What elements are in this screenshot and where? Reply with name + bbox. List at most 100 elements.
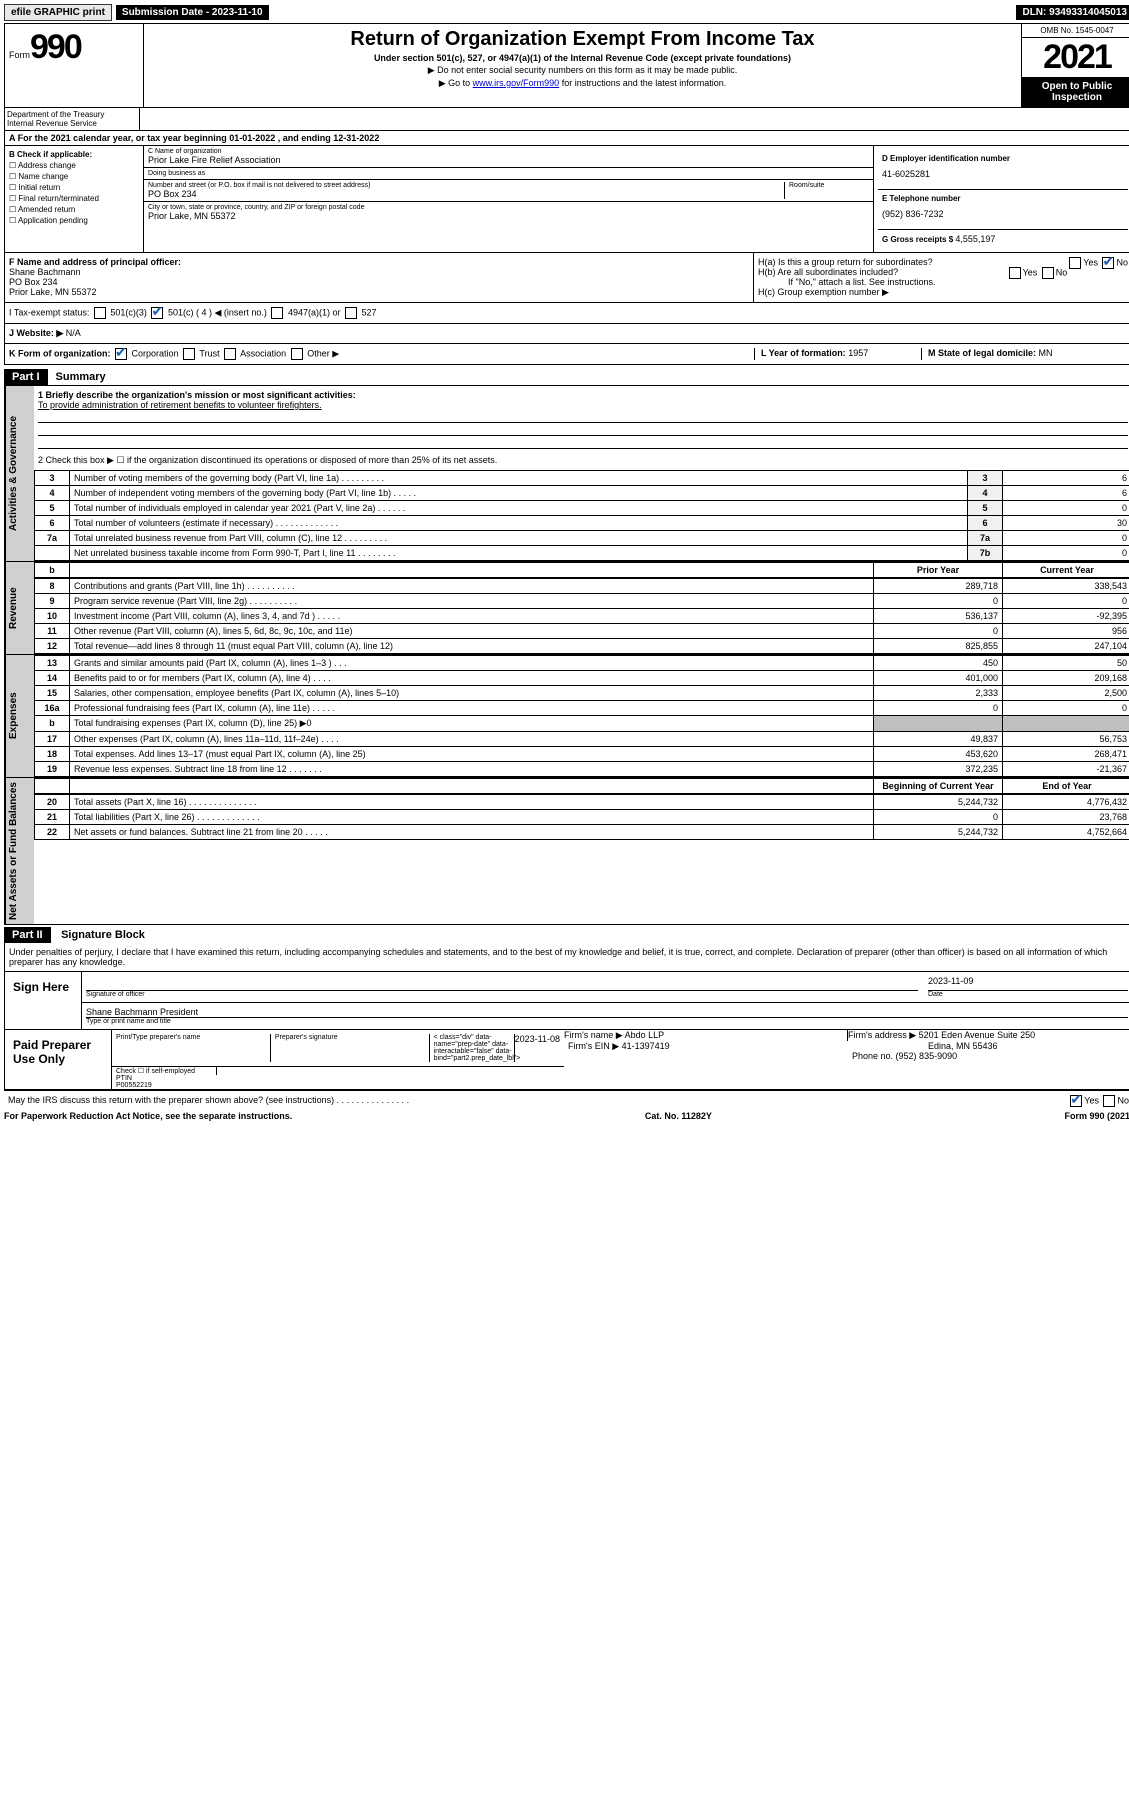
firm-phone-label: Phone no.: [852, 1051, 896, 1061]
city-value: Prior Lake, MN 55372: [148, 211, 869, 221]
officer-name: Shane Bachmann: [9, 267, 749, 277]
gross-label: G Gross receipts $: [882, 235, 955, 244]
firm-name-label: Firm's name ▶: [564, 1030, 625, 1040]
part2-header: Part II: [4, 927, 51, 943]
top-toolbar: efile GRAPHIC print Submission Date - 20…: [4, 4, 1129, 21]
sig-date-label: Date: [928, 991, 1128, 998]
form-title-box: Return of Organization Exempt From Incom…: [144, 24, 1021, 107]
chk-application-pending[interactable]: ☐ Application pending: [9, 216, 139, 225]
tax-year: 2021: [1022, 38, 1129, 77]
table-row: 17Other expenses (Part IX, column (A), l…: [35, 732, 1129, 747]
chk-final-return[interactable]: ☐ Final return/terminated: [9, 194, 139, 203]
prep-date: 2023-11-08: [515, 1034, 560, 1062]
vtab-revenue: Revenue: [5, 562, 34, 654]
state-domicile: MN: [1039, 348, 1053, 358]
end-year-hdr: End of Year: [1003, 779, 1129, 794]
chk-527[interactable]: [345, 307, 357, 319]
open-inspection: Open to Public Inspection: [1022, 77, 1129, 107]
table-row: 19Revenue less expenses. Subtract line 1…: [35, 762, 1129, 777]
chk-4947[interactable]: [271, 307, 283, 319]
col-b-label: B Check if applicable:: [9, 150, 139, 159]
part2-title: Signature Block: [53, 927, 153, 943]
efile-print-button[interactable]: efile GRAPHIC print: [4, 4, 112, 21]
footer-right: Form 990 (2021): [1064, 1111, 1129, 1121]
table-row: 9Program service revenue (Part VIII, lin…: [35, 594, 1129, 609]
chk-corporation[interactable]: [115, 348, 127, 360]
prep-name-label: Print/Type preparer's name: [116, 1034, 271, 1062]
net-header-row: Beginning of Current YearEnd of Year: [34, 778, 1129, 794]
table-row: 5Total number of individuals employed in…: [35, 501, 1129, 516]
row-f-h: F Name and address of principal officer:…: [4, 253, 1129, 303]
firm-addr2: Edina, MN 55436: [848, 1041, 1129, 1051]
firm-addr1: 5201 Eden Avenue Suite 250: [919, 1030, 1035, 1040]
form-number: 990: [30, 28, 81, 66]
form-header: Form990 Return of Organization Exempt Fr…: [4, 23, 1129, 108]
subtitle-3: ▶ Go to www.irs.gov/Form990 for instruct…: [152, 78, 1013, 89]
table-row: 12Total revenue—add lines 8 through 11 (…: [35, 639, 1129, 654]
row-a-tax-year: A For the 2021 calendar year, or tax yea…: [4, 131, 1129, 146]
line2-text: 2 Check this box ▶ ☐ if the organization…: [38, 455, 1128, 466]
summary-table-expenses: 13Grants and similar amounts paid (Part …: [34, 655, 1129, 777]
ptin-value: P00552219: [116, 1082, 216, 1089]
summary-table-ag: 3Number of voting members of the governi…: [34, 470, 1129, 561]
subtitle-3-post: for instructions and the latest informat…: [559, 78, 726, 88]
table-row: 20Total assets (Part X, line 16) . . . .…: [35, 795, 1129, 810]
table-row: 13Grants and similar amounts paid (Part …: [35, 656, 1129, 671]
form-org-label: K Form of organization:: [9, 348, 111, 358]
table-row: 4Number of independent voting members of…: [35, 486, 1129, 501]
table-row: 10Investment income (Part VIII, column (…: [35, 609, 1129, 624]
discuss-label: May the IRS discuss this return with the…: [8, 1095, 409, 1105]
ha-yes-checkbox[interactable]: [1069, 257, 1081, 269]
city-label: City or town, state or province, country…: [148, 204, 869, 211]
summary-table-netassets: 20Total assets (Part X, line 16) . . . .…: [34, 794, 1129, 840]
tax-exempt-label: I Tax-exempt status:: [9, 307, 89, 317]
col-c-org-info: C Name of organization Prior Lake Fire R…: [144, 146, 874, 252]
omb-number: OMB No. 1545-0047: [1022, 24, 1129, 38]
chk-501c[interactable]: [151, 307, 163, 319]
table-row: 16aProfessional fundraising fees (Part I…: [35, 701, 1129, 716]
sig-date: 2023-11-09: [928, 976, 1128, 991]
chk-initial-return[interactable]: ☐ Initial return: [9, 183, 139, 192]
perjury-declaration: Under penalties of perjury, I declare th…: [5, 943, 1129, 971]
chk-association[interactable]: [224, 348, 236, 360]
table-row: 21Total liabilities (Part X, line 26) . …: [35, 810, 1129, 825]
chk-trust[interactable]: [183, 348, 195, 360]
firm-ein-label: Firm's EIN ▶: [568, 1041, 622, 1051]
form-word: Form: [9, 50, 30, 60]
chk-name-change[interactable]: ☐ Name change: [9, 172, 139, 181]
org-name-label: C Name of organization: [148, 148, 869, 155]
irs-link[interactable]: www.irs.gov/Form990: [473, 78, 560, 88]
street-label: Number and street (or P.O. box if mail i…: [148, 182, 784, 189]
prep-check-label: Check ☐ if self-employed: [112, 1067, 217, 1075]
ha-label: H(a) Is this a group return for subordin…: [758, 257, 933, 267]
table-row: bTotal fundraising expenses (Part IX, co…: [35, 716, 1129, 732]
ein-label: D Employer identification number: [882, 154, 1124, 163]
row-i-j: I Tax-exempt status: 501(c)(3) 501(c) ( …: [4, 303, 1129, 344]
part1-title: Summary: [48, 369, 114, 385]
chk-501c3[interactable]: [94, 307, 106, 319]
chk-amended-return[interactable]: ☐ Amended return: [9, 205, 139, 214]
hb-no-checkbox[interactable]: [1042, 267, 1054, 279]
chk-other[interactable]: [291, 348, 303, 360]
current-year-hdr: Current Year: [1003, 563, 1129, 578]
phone-value: (952) 836-7232: [882, 203, 1124, 225]
website-label: J Website: ▶: [9, 328, 63, 338]
submission-date-label: Submission Date - 2023-11-10: [116, 5, 269, 20]
table-row: 11Other revenue (Part VIII, column (A), …: [35, 624, 1129, 639]
table-row: 3Number of voting members of the governi…: [35, 471, 1129, 486]
sign-here-label: Sign Here: [5, 972, 82, 1029]
subtitle-2: ▶ Do not enter social security numbers o…: [152, 65, 1013, 76]
ha-no-checkbox[interactable]: [1102, 257, 1114, 269]
chk-address-change[interactable]: ☐ Address change: [9, 161, 139, 170]
sig-name-label: Type or print name and title: [86, 1018, 1128, 1025]
mission-text: To provide administration of retirement …: [38, 400, 1128, 410]
discuss-yes-checkbox[interactable]: [1070, 1095, 1082, 1107]
room-label: Room/suite: [789, 182, 869, 189]
discuss-no-checkbox[interactable]: [1103, 1095, 1115, 1107]
main-info-block: B Check if applicable: ☐ Address change …: [4, 146, 1129, 253]
table-row: 15Salaries, other compensation, employee…: [35, 686, 1129, 701]
hb-yes-checkbox[interactable]: [1009, 267, 1021, 279]
vtab-netassets: Net Assets or Fund Balances: [5, 778, 34, 924]
state-domicile-label: M State of legal domicile:: [928, 348, 1039, 358]
website-value: N/A: [66, 328, 81, 338]
